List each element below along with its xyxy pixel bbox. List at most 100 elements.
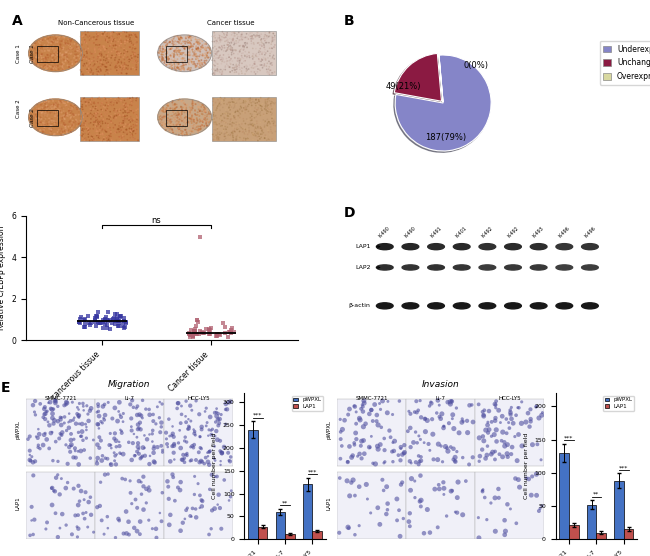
Point	[57, 430, 67, 439]
Point	[255, 61, 266, 70]
Point	[87, 33, 98, 42]
Point	[445, 398, 456, 406]
Point	[132, 96, 142, 105]
Point	[172, 63, 182, 72]
Point	[88, 68, 99, 77]
Point	[267, 44, 278, 53]
Point	[381, 510, 391, 519]
Ellipse shape	[556, 265, 573, 270]
Point	[184, 44, 194, 53]
Point	[242, 62, 252, 71]
Point	[77, 127, 88, 136]
Point	[48, 42, 58, 51]
Point	[183, 117, 194, 126]
Point	[176, 54, 187, 63]
Point	[101, 61, 112, 70]
Point	[179, 54, 190, 63]
Point	[126, 130, 136, 139]
Point	[73, 413, 84, 422]
Point	[176, 113, 186, 122]
Point	[78, 66, 88, 75]
Point	[115, 33, 125, 42]
Point	[126, 115, 136, 123]
Point	[413, 460, 424, 469]
Text: Case 1: Case 1	[16, 44, 21, 63]
Point	[118, 98, 128, 107]
Point	[213, 62, 223, 71]
Point	[76, 51, 86, 60]
Point	[110, 109, 120, 118]
Point	[55, 43, 66, 52]
Point	[103, 316, 113, 325]
Point	[230, 29, 240, 38]
Point	[96, 51, 107, 59]
Point	[86, 44, 96, 53]
Point	[96, 101, 106, 110]
Point	[118, 120, 128, 129]
Point	[187, 441, 198, 450]
Point	[50, 399, 60, 408]
Point	[223, 112, 233, 121]
Point	[126, 38, 136, 47]
Point	[51, 62, 61, 71]
Point	[268, 117, 279, 126]
Point	[130, 56, 140, 64]
Point	[53, 95, 64, 104]
Point	[119, 49, 129, 58]
Point	[119, 114, 129, 123]
Point	[168, 128, 179, 137]
Point	[37, 50, 47, 59]
Point	[205, 48, 216, 57]
Point	[75, 47, 85, 56]
Point	[245, 110, 255, 118]
Point	[117, 474, 127, 483]
Point	[52, 107, 62, 116]
Point	[226, 48, 237, 57]
Point	[165, 115, 176, 124]
Point	[462, 428, 473, 437]
Point	[68, 112, 79, 121]
Point	[102, 111, 112, 120]
Point	[195, 106, 205, 115]
Point	[119, 101, 129, 110]
Point	[174, 122, 185, 131]
Point	[97, 106, 107, 115]
Point	[218, 33, 229, 42]
Point	[166, 55, 177, 64]
Point	[200, 105, 210, 113]
Point	[114, 125, 124, 134]
Point	[56, 96, 66, 105]
Point	[40, 57, 51, 66]
Point	[237, 29, 248, 38]
Point	[229, 53, 240, 62]
Point	[118, 60, 128, 69]
Point	[190, 106, 200, 115]
Point	[104, 42, 114, 51]
Point	[205, 413, 215, 421]
Point	[183, 36, 193, 45]
Point	[30, 113, 40, 122]
Bar	[406, 472, 475, 539]
Point	[193, 56, 203, 65]
Point	[260, 102, 270, 111]
Point	[112, 315, 122, 324]
Point	[118, 111, 129, 120]
Point	[250, 99, 261, 108]
Point	[227, 37, 238, 46]
Point	[25, 56, 36, 64]
Point	[176, 527, 186, 535]
Point	[262, 123, 272, 132]
Point	[184, 33, 194, 42]
Point	[265, 66, 275, 75]
Point	[32, 49, 42, 58]
Point	[239, 62, 250, 71]
Point	[106, 118, 116, 127]
Point	[130, 51, 140, 60]
Point	[79, 93, 90, 102]
Point	[98, 130, 109, 138]
Point	[47, 115, 57, 124]
Point	[47, 44, 58, 53]
Point	[122, 129, 133, 138]
Point	[222, 34, 233, 43]
Point	[209, 120, 219, 128]
